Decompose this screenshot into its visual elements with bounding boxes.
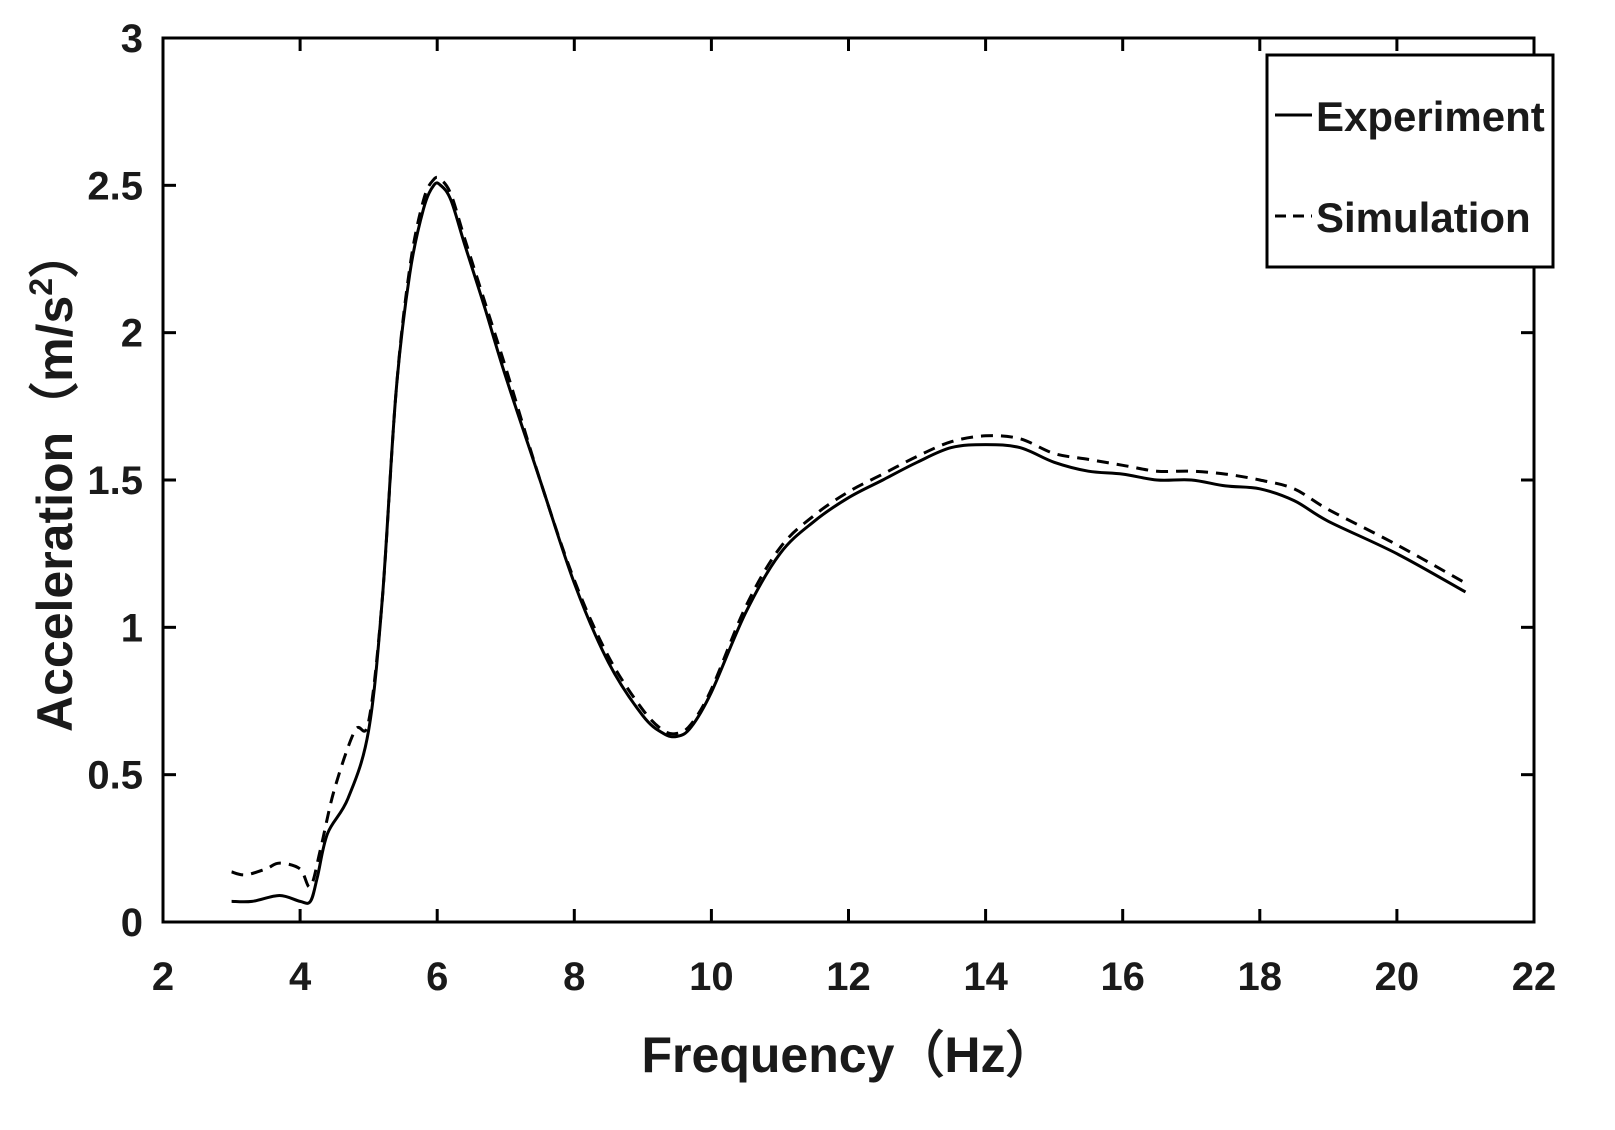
- x-tick-label: 22: [1512, 955, 1557, 999]
- legend-label-experiment: Experiment: [1316, 93, 1545, 140]
- tick-layer: 2 4 6 8 10 12 14 16 18 20 22 0 0.5 1 1.5 2 2.5 3: [87, 17, 1556, 999]
- x-tick-label: 16: [1100, 955, 1145, 999]
- x-tick-label: 6: [426, 955, 448, 999]
- y-tick-label: 0: [121, 901, 143, 945]
- series-layer: [231, 175, 1467, 905]
- y-tick-label: 3: [121, 17, 143, 61]
- x-tick-label: 10: [689, 955, 734, 999]
- series-line-simulation: [231, 175, 1467, 889]
- y-tick-label: 0.5: [87, 754, 143, 798]
- y-axis-title-main: Acceleration（m/s: [27, 296, 83, 732]
- legend-box: [1265, 53, 1555, 269]
- x-tick-label: 12: [826, 955, 871, 999]
- x-axis-title: Frequency（Hz）: [642, 1027, 1056, 1083]
- y-tick-label: 2.5: [87, 164, 143, 208]
- y-tick-label: 1: [121, 606, 143, 650]
- y-tick-label: 2: [121, 312, 143, 356]
- x-tick-label: 14: [963, 955, 1008, 999]
- legend-label-simulation: Simulation: [1316, 194, 1531, 241]
- y-axis-title-superscript: 2: [23, 278, 59, 296]
- y-tick-label: 1.5: [87, 459, 143, 503]
- legend: Experiment Simulation: [1265, 53, 1555, 269]
- x-tick-label: 8: [563, 955, 585, 999]
- x-tick-label: 2: [152, 955, 174, 999]
- x-tick-label: 20: [1375, 955, 1420, 999]
- x-tick-label: 4: [289, 955, 312, 999]
- x-tick-label: 18: [1238, 955, 1283, 999]
- y-axis-title-close: ）: [27, 228, 83, 278]
- y-axis-title: Acceleration（m/s2）: [23, 228, 83, 732]
- series-line-experiment: [231, 181, 1467, 905]
